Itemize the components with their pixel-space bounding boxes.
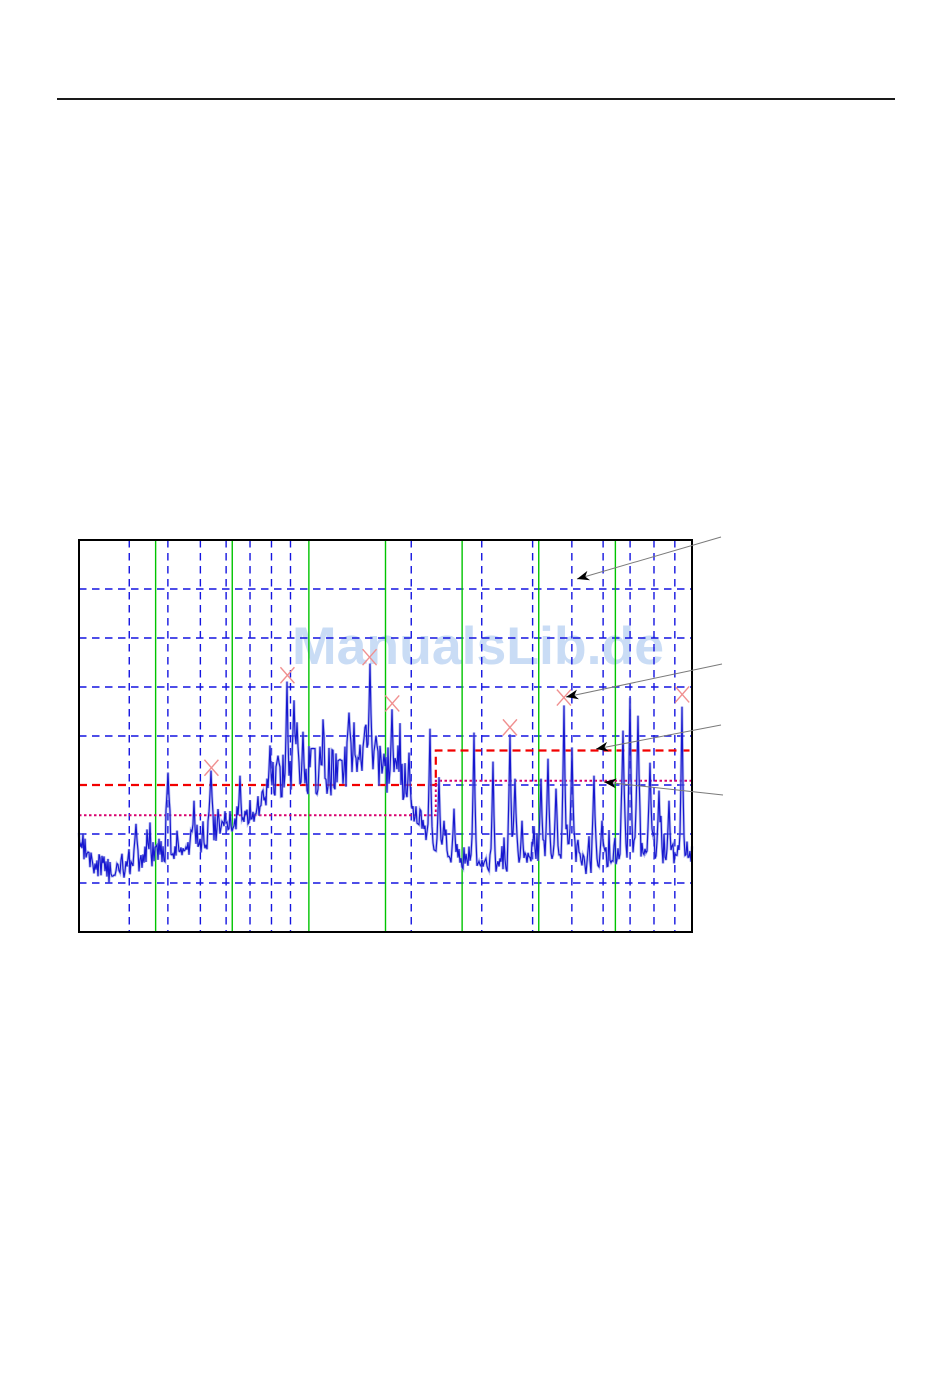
callout-lower-limit	[603, 778, 724, 796]
callout-upper-limit	[595, 724, 722, 752]
peak-marker-x	[279, 666, 295, 684]
callout-top-gridline	[576, 536, 722, 581]
spectrum-trace	[78, 663, 693, 883]
peak-marker-x	[502, 718, 518, 736]
watermark-text: ManualsLib.de	[292, 617, 664, 676]
callout-peak-marker	[565, 663, 723, 700]
peak-marker-x	[203, 759, 219, 777]
page-header-rule	[57, 98, 895, 100]
peak-marker-x	[384, 695, 400, 712]
callouts-group	[565, 536, 724, 796]
peak-marker-x	[362, 648, 378, 666]
peak-marker-x	[674, 685, 690, 703]
peak-markers-group	[203, 648, 690, 777]
plot-border	[78, 539, 693, 933]
grid-group	[79, 540, 692, 932]
